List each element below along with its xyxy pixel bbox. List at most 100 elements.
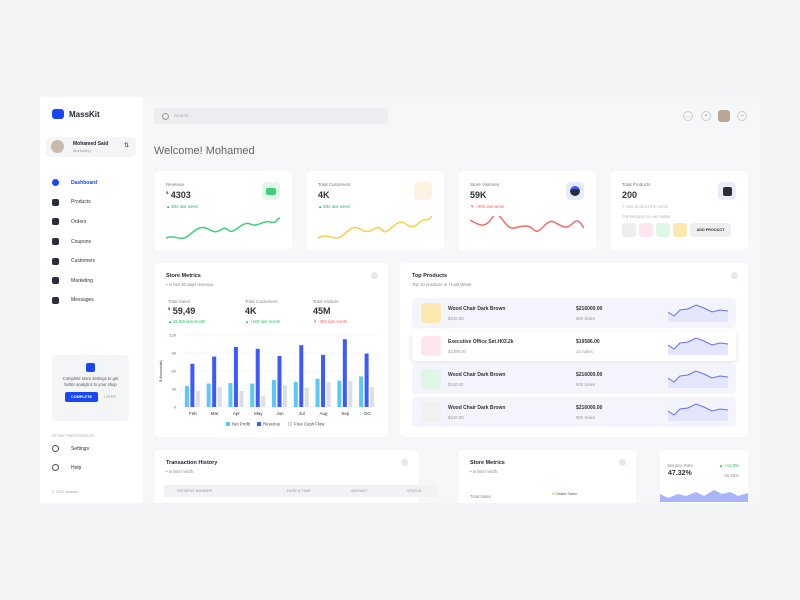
sidebar-item-help[interactable]: Help	[52, 464, 81, 471]
metric-delta: ▲ +109 last month	[245, 319, 281, 324]
col-date[interactable]: DATE & TIME	[287, 489, 311, 493]
x-tick-label: Aug	[320, 411, 329, 416]
period[interactable]: Last Week	[451, 282, 472, 287]
store-preferences-heading: STORE PREFERENCES	[52, 434, 95, 438]
value: 59,49	[172, 306, 196, 316]
delta: $32 last week	[171, 204, 198, 209]
product-thumb[interactable]	[622, 223, 636, 237]
visitors-sparkline	[470, 216, 584, 232]
x-tick-label: Mar	[211, 411, 219, 416]
product-name: Wood Chair Dark Brown	[448, 306, 506, 312]
later-button[interactable]: LATER	[104, 395, 117, 399]
messages-icon[interactable]: …	[683, 111, 693, 121]
bell-icon[interactable]: •	[701, 111, 711, 121]
metric-label: Total Sales	[168, 299, 191, 304]
x-tick-label: Oct	[364, 411, 372, 416]
legend-label: Chairs Sales	[555, 492, 577, 496]
bar-free-cash-flow	[370, 387, 375, 407]
legend-label: Free Cash Flow	[294, 422, 325, 427]
user-role: Marketing	[73, 148, 91, 153]
currency: $	[168, 306, 171, 311]
bar-revenue	[233, 347, 238, 407]
product-thumb[interactable]	[673, 223, 687, 237]
bar-revenue	[212, 356, 217, 407]
metric-delta: ▼ -399 last month	[313, 319, 348, 324]
label: Help	[71, 464, 82, 471]
bar-net-profit	[315, 378, 320, 407]
sidebar-item-dashboard[interactable]: Dashboard	[52, 173, 97, 193]
coupons-icon	[52, 238, 59, 246]
bar-revenue	[342, 339, 347, 407]
product-sales: 900 Sales	[576, 415, 596, 420]
col-amount[interactable]: AMOUNT	[351, 489, 368, 493]
col-status[interactable]: STATUS	[407, 489, 422, 493]
bar-net-profit	[184, 386, 189, 407]
more-button[interactable]	[401, 459, 408, 466]
sidebar-item-coupons[interactable]: Coupons	[52, 232, 97, 252]
product-thumb[interactable]	[656, 223, 670, 237]
sidebar-item-marketing[interactable]: Marketing	[52, 271, 97, 291]
sidebar-item-settings[interactable]: Settings	[52, 445, 89, 452]
settings-promo: Complete store settings to get better an…	[52, 355, 129, 421]
add-product-button[interactable]: ADD PRODUCT	[690, 223, 731, 237]
user-switcher[interactable]: Mohamed Said Marketing ⇅	[46, 137, 136, 157]
transaction-history-card: Transaction History ▪ in last month. PAY…	[154, 450, 438, 503]
y-tick-label: 30	[172, 387, 177, 392]
legend-swatch	[288, 422, 292, 426]
more-button[interactable]	[619, 459, 626, 466]
legend-swatch	[257, 422, 261, 426]
kpi-delta: ▼ +900 last week	[470, 204, 505, 209]
y-tick-label: 60	[172, 369, 177, 374]
card-subtitle: Top 10 products in ▪ Last Week	[412, 282, 472, 287]
label: Customers	[71, 258, 96, 265]
card-title: Store Metrics	[470, 460, 505, 466]
header-avatar[interactable]	[718, 110, 730, 122]
more-icon[interactable]: –	[737, 111, 747, 121]
kpi-note: 7 new product this week	[622, 204, 669, 209]
metric-value: 45M	[313, 306, 331, 316]
switch-icon[interactable]: ⇅	[123, 143, 129, 149]
y-tick-label: 0	[174, 405, 177, 410]
x-tick-label: Feb	[189, 411, 197, 416]
complete-button[interactable]: COMPLETE	[64, 392, 99, 402]
product-sparkline	[668, 403, 728, 421]
logo-icon	[52, 109, 64, 119]
logo[interactable]: MassKit	[52, 109, 100, 119]
product-row[interactable]: Executive Office Set.H03.2k $1399.00 $19…	[412, 331, 736, 361]
label: Dashboard	[71, 179, 98, 186]
sidebar-item-messages[interactable]: Messages	[52, 291, 97, 311]
user-name: Mohamed Said	[73, 141, 109, 147]
more-button[interactable]	[371, 272, 378, 279]
bar-free-cash-flow	[326, 381, 331, 407]
col-payment[interactable]: PAYMENT NUMBER	[177, 489, 213, 493]
sidebar-nav: Dashboard Products Orders Coupons Custom…	[52, 173, 97, 310]
bar-free-cash-flow	[195, 390, 200, 407]
kpi-value: 200	[622, 190, 638, 200]
label: Orders	[71, 218, 87, 225]
search-input[interactable]: Search...	[154, 108, 388, 124]
bar-revenue	[299, 345, 304, 407]
metric-value: $ 59,49	[168, 306, 205, 316]
table-header: PAYMENT NUMBER DATE & TIME AMOUNT STATUS	[164, 485, 438, 497]
card-title: Top Products	[412, 273, 448, 279]
customers-sparkline	[318, 216, 432, 239]
product-row[interactable]: Wood Chair Dark Brown $240.00 $216000.00…	[412, 298, 736, 328]
product-name: Wood Chair Dark Brown	[448, 405, 506, 411]
store-metrics-2-card: Store Metrics ▪ in last month. Total Sal…	[458, 450, 636, 503]
orders-icon	[52, 218, 59, 226]
product-row[interactable]: Wood Chair Dark Brown $240.00 $216000.00…	[412, 397, 736, 427]
product-total: $216000.00	[576, 372, 603, 378]
more-button[interactable]	[731, 272, 738, 279]
sidebar-item-orders[interactable]: Orders	[52, 212, 97, 232]
product-price: $1399.00	[448, 349, 466, 354]
product-thumb[interactable]	[639, 223, 653, 237]
sidebar-item-customers[interactable]: Customers	[52, 251, 97, 271]
promo-text: Complete store settings to get better an…	[62, 376, 119, 387]
product-name: Wood Chair Dark Brown	[448, 372, 506, 378]
app-window: MassKit Mohamed Said Marketing ⇅ Dashboard…	[40, 97, 760, 503]
people-icon	[414, 182, 432, 200]
card-title: Transaction History	[166, 460, 218, 466]
sidebar-item-products[interactable]: Products	[52, 193, 97, 213]
product-row[interactable]: Wood Chair Dark Brown $240.00 $216000.00…	[412, 364, 736, 394]
kpi-delta: ▲ $32 last week	[166, 204, 198, 209]
